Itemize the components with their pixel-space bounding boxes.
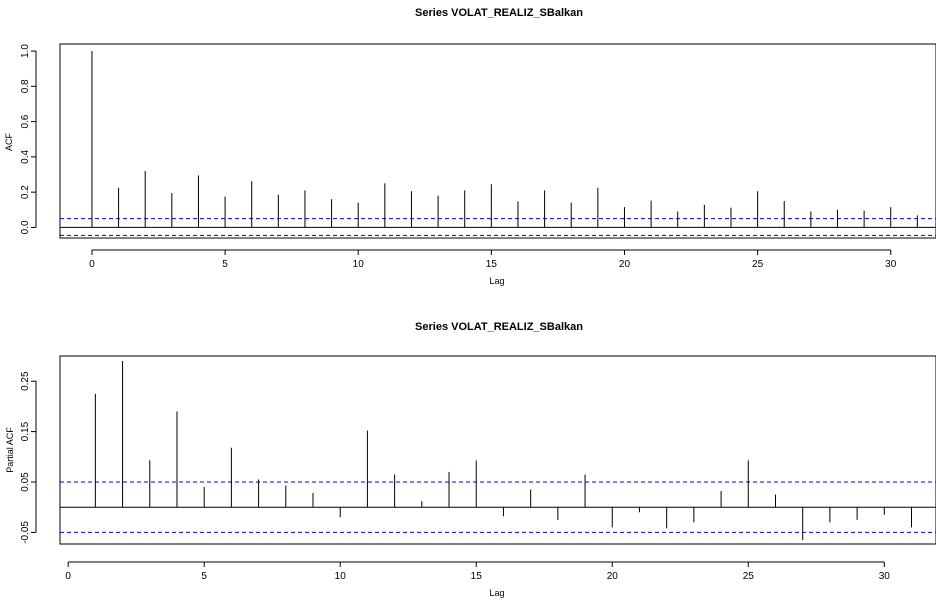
pacf-x-tick-label: 30 [879,571,891,582]
acf-x-tick-label: 15 [486,259,498,270]
pacf-y-tick-label: 0.25 [20,371,31,391]
acf-x-tick-label: 30 [885,259,897,270]
acf-y-tick-label: 0.0 [20,220,31,234]
acf-y-tick-label: 0.8 [20,79,31,93]
acf-panel: Series VOLAT_REALIZ_SBalkan ACF Lag 0 5 10… [4,7,936,286]
pacf-marks: 0 5 10 15 20 25 30 -0.05 0.05 0.15 0.25 [20,361,936,582]
pacf-xlabel: Lag [489,588,504,598]
pacf-panel: Series VOLAT_REALIZ_SBalkan Partial ACF … [5,321,936,598]
acf-x-tick-label: 20 [619,259,631,270]
pacf-y-tick-label: -0.05 [20,521,31,544]
acf-y-tick-label: 0.4 [20,149,31,163]
pacf-y-tick-label: 0.05 [20,472,31,492]
acf-x-tick-label: 5 [222,259,228,270]
acf-title: Series VOLAT_REALIZ_SBalkan [415,7,583,19]
acf-plot-frame [59,43,936,239]
pacf-title: Series VOLAT_REALIZ_SBalkan [415,321,583,333]
acf-y-tick-label: 0.2 [20,185,31,199]
pacf-x-tick-label: 20 [607,571,619,582]
acf-y-tick-label: 0.6 [20,114,31,128]
acf-ylabel: ACF [4,132,14,151]
pacf-y-tick-label: 0.15 [20,421,31,441]
acf-x-tick-label: 0 [89,259,95,270]
pacf-x-tick-label: 5 [201,571,207,582]
pacf-ylabel: Partial ACF [5,427,15,473]
acf-marks: 0 5 10 15 20 25 30 0.0 0.2 0.4 0.6 0.8 1.0 [20,44,936,270]
acf-x-tick-label: 10 [353,259,365,270]
pacf-x-tick-label: 25 [743,571,755,582]
pacf-x-tick-label: 15 [471,571,483,582]
pacf-x-tick-label: 10 [335,571,347,582]
pacf-x-tick-label: 0 [65,571,71,582]
acf-xlabel: Lag [489,276,504,286]
acf-y-tick-label: 1.0 [20,44,31,58]
pacf-plot-frame [59,355,936,545]
acf-x-tick-label: 25 [752,259,764,270]
